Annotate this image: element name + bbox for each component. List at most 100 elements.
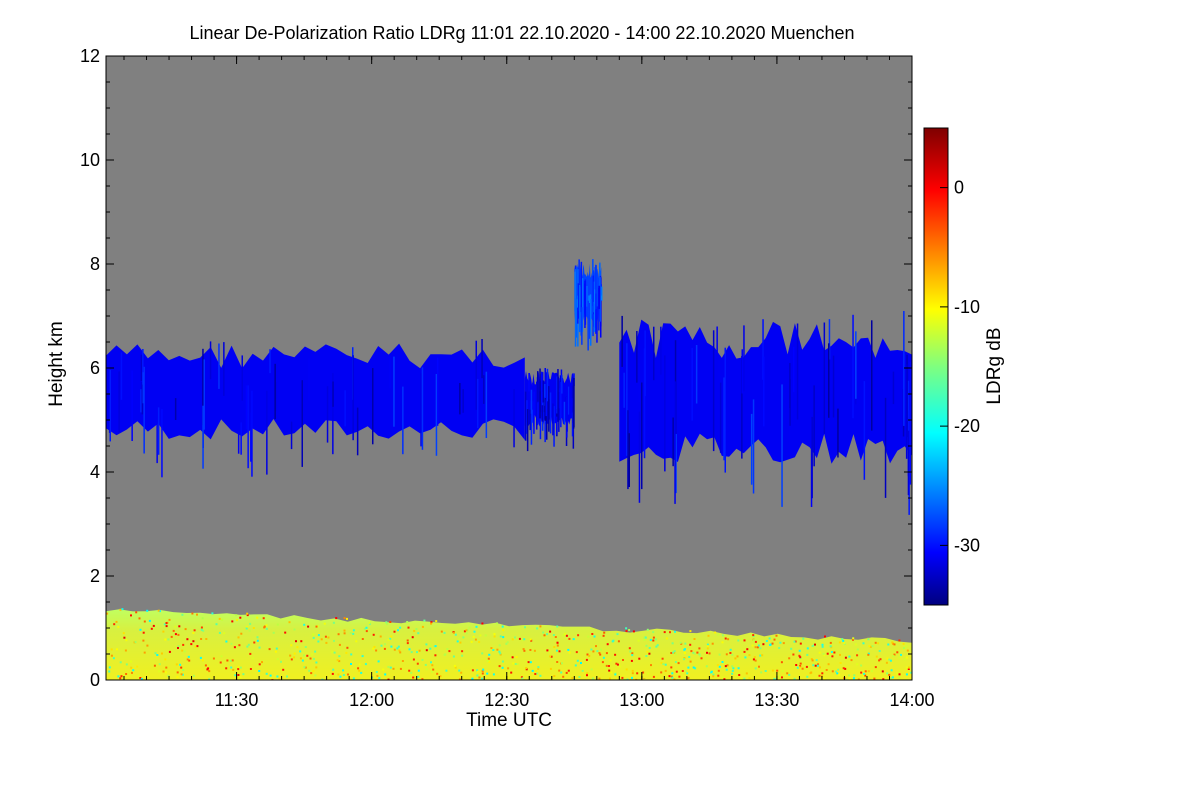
aerosol-speckle (888, 658, 891, 661)
colorbar-title: LDRg dB (984, 327, 1005, 404)
aerosol-speckle (176, 671, 179, 674)
aerosol-speckle (606, 643, 609, 646)
aerosol-speckle (902, 642, 905, 645)
aerosol-speckle (237, 665, 240, 668)
aerosol-speckle (512, 662, 515, 665)
aerosol-speckle (371, 678, 374, 680)
aerosol-speckle (788, 673, 791, 676)
aerosol-speckle (674, 661, 677, 663)
cloud-streak-detail (556, 416, 558, 435)
aerosol-speckle (116, 648, 118, 651)
cloud-streak-detail (623, 372, 625, 408)
aerosol-speckle (829, 645, 832, 648)
aerosol-speckle (592, 650, 595, 653)
aerosol-speckle (393, 630, 396, 633)
aerosol-speckle (692, 651, 695, 654)
aerosol-speckle (389, 637, 392, 640)
aerosol-speckle (392, 667, 395, 670)
cloud-streak-detail (578, 259, 580, 294)
cloud-streak-detail (590, 299, 592, 346)
aerosol-speckle (585, 658, 588, 661)
aerosol-speckle (170, 635, 173, 638)
cloud-streak-detail (513, 389, 515, 448)
aerosol-speckle (744, 656, 747, 659)
aerosol-speckle (718, 653, 721, 656)
aerosol-speckle (523, 638, 526, 641)
aerosol-speckle (410, 671, 413, 674)
aerosol-speckle (307, 625, 310, 628)
aerosol-speckle (867, 653, 870, 656)
aerosol-speckle (723, 678, 726, 680)
aerosol-speckle (731, 670, 734, 672)
aerosol-speckle (423, 619, 426, 622)
aerosol-speckle (608, 665, 610, 667)
cloud-streak-detail (578, 285, 581, 333)
y-axis: 0 2 4 6 8 10 12 (80, 46, 912, 690)
aerosol-speckle (568, 637, 571, 640)
aerosol-speckle (539, 625, 542, 628)
cloud-streak-detail (566, 383, 568, 432)
aerosol-speckle (778, 675, 781, 678)
aerosol-speckle (511, 656, 514, 659)
aerosol-speckle (342, 669, 345, 672)
aerosol-speckle (401, 660, 404, 662)
y-axis-title: Height km (46, 321, 67, 407)
aerosol-speckle (235, 614, 238, 617)
aerosol-speckle (425, 649, 428, 652)
aerosol-speckle (572, 638, 575, 641)
aerosol-speckle (554, 636, 557, 638)
aerosol-speckle (211, 612, 214, 615)
aerosol-speckle (507, 667, 510, 670)
aerosol-speckle (643, 639, 646, 641)
cloud-streak-detail (524, 391, 527, 441)
cloud-streak-detail (660, 326, 662, 375)
aerosol-speckle (675, 653, 678, 656)
aerosol-speckle (546, 633, 549, 636)
cloud-streak-detail (584, 280, 586, 328)
chart-title: Linear De-Polarization Ratio LDRg 11:01 … (189, 23, 854, 43)
cloud-streak-detail (274, 363, 276, 420)
aerosol-speckle (288, 621, 291, 624)
aerosol-speckle (265, 627, 268, 630)
aerosol-speckle (152, 624, 155, 627)
aerosol-speckle (689, 660, 692, 663)
aerosol-speckle (239, 616, 242, 619)
aerosol-speckle (893, 653, 896, 656)
aerosol-speckle (731, 665, 734, 668)
aerosol-speckle (484, 634, 487, 637)
aerosol-speckle (670, 666, 673, 669)
aerosol-speckle (225, 667, 228, 670)
aerosol-speckle (315, 666, 318, 669)
aerosol-speckle (293, 652, 296, 655)
aerosol-speckle (670, 652, 673, 654)
aerosol-speckle (164, 658, 167, 661)
cloud-streak-detail (548, 399, 550, 432)
aerosol-speckle (471, 677, 474, 680)
aerosol-speckle (565, 634, 568, 637)
aerosol-speckle (726, 664, 729, 667)
cloud-streak-detail (598, 285, 600, 309)
aerosol-speckle (761, 654, 764, 657)
aerosol-speckle (731, 672, 734, 675)
aerosol-speckle (637, 639, 640, 642)
feature-cloud-layer-3 (619, 311, 912, 515)
aerosol-speckle (752, 658, 755, 661)
aerosol-speckle (536, 672, 539, 675)
aerosol-speckle (740, 677, 743, 680)
aerosol-speckle (461, 654, 464, 657)
cloud-streak-detail (852, 314, 854, 419)
cloud-streak-detail (485, 371, 488, 438)
aerosol-speckle (867, 638, 870, 641)
aerosol-speckle (821, 645, 824, 648)
cloud-streak-detail (560, 382, 562, 428)
aerosol-speckle (793, 640, 796, 643)
aerosol-speckle (521, 639, 524, 642)
aerosol-speckle (740, 638, 743, 641)
aerosol-speckle (161, 652, 163, 655)
cloud-streak-detail (537, 371, 539, 402)
aerosol-speckle (810, 671, 813, 674)
aerosol-speckle (473, 630, 476, 633)
aerosol-speckle (879, 658, 882, 661)
aerosol-speckle (829, 653, 832, 656)
aerosol-speckle (501, 660, 504, 663)
